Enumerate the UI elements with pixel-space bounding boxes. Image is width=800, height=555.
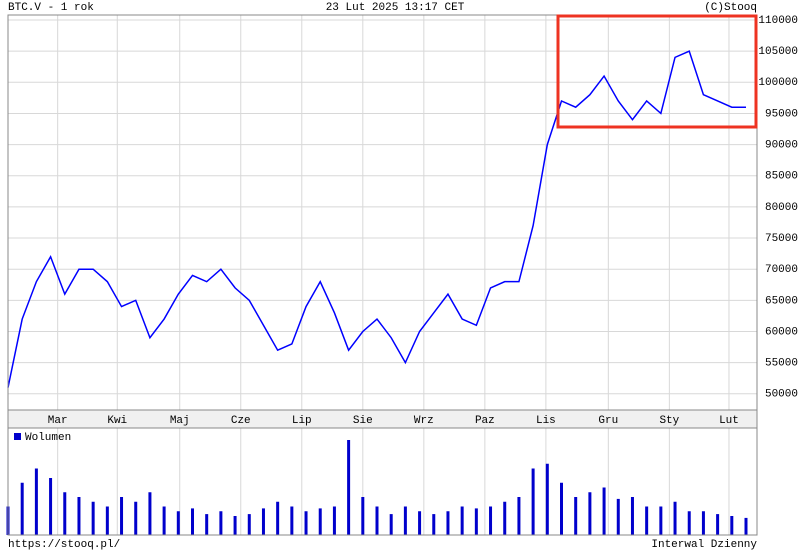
volume-bar [20,482,24,535]
y-tick-label: 70000 [765,264,798,276]
x-tick-label: Paz [475,415,495,427]
volume-bar [687,511,691,535]
x-tick-label: Mar [48,415,68,427]
price-line [7,50,746,388]
volume-bar [673,501,677,535]
x-axis-band [7,409,758,429]
volume-bar [34,468,38,535]
volume-bar [134,501,138,535]
volume-bar [77,497,81,535]
volume-bar [616,498,620,535]
volume-bar [361,497,365,535]
volume-bar [63,492,67,535]
volume-bar [474,508,478,535]
y-tick-label: 55000 [765,358,798,370]
volume-bar [489,506,493,535]
chart-title: BTC.V - 1 rok [8,2,94,14]
volume-bar [347,440,351,535]
volume-bar [588,492,592,535]
volume-bar [233,516,237,535]
volume-bar [560,482,563,535]
volume-bar [261,508,265,535]
chart-subtitle: 23 Lut 2025 13:17 CET [326,2,465,14]
volume-bar [162,506,166,535]
volume-bar [148,492,152,535]
volume-bar [730,516,734,535]
volume-bar [318,508,322,535]
x-tick-label: Cze [231,415,251,427]
volume-bar [659,506,663,535]
y-tick-label: 105000 [758,46,798,58]
volume-bar [120,497,124,535]
volume-bar [602,487,606,535]
volume-legend-swatch [14,433,21,440]
x-tick-label: Gru [598,415,618,427]
y-tick-label: 75000 [765,233,798,245]
volume-bar [716,514,720,535]
x-tick-label: Sty [659,415,679,427]
y-tick-label: 90000 [765,139,798,151]
volume-bar [630,497,634,535]
volume-bar [219,511,223,535]
volume-bar [176,511,180,535]
source: (C)Stooq [704,2,757,14]
marks [6,50,748,535]
volume-bar [191,508,194,535]
volume-bar [446,511,450,535]
y-tick-label: 85000 [765,171,798,183]
volume-bar [105,506,109,535]
volume-bar [91,501,95,535]
volume-bar [503,501,507,535]
highlight-box [556,14,758,129]
volume-bar [432,514,436,535]
volume-bar [403,506,407,535]
volume-bar [531,468,535,535]
y-tick-label: 50000 [765,389,798,401]
x-tick-label: Lut [719,415,739,427]
x-tick-label: Lis [536,415,556,427]
footer-interval: Interwal Dzienny [651,539,757,550]
volume-bar [460,506,464,535]
y-tick-label: 80000 [765,202,798,214]
y-tick-label: 100000 [758,77,798,89]
volume-bar [332,506,336,535]
volume-bar [276,501,280,535]
grid [8,15,757,535]
volume-bar [304,511,308,535]
volume-bar [375,506,379,535]
volume-bar [645,506,649,535]
volume-bar [389,514,393,535]
x-tick-label: Kwi [107,415,127,427]
y-tick-label: 65000 [765,295,798,307]
y-tick-label: 60000 [765,326,798,338]
x-tick-label: Lip [292,415,312,427]
volume-bar [49,478,53,535]
volume-bar [701,511,705,535]
y-tick-label: 95000 [765,108,798,120]
x-tick-label: Wrz [414,415,434,427]
volume-bar [418,511,422,535]
volume-bar [517,497,521,535]
volume-bar [545,463,549,535]
volume-bar [744,517,748,535]
x-tick-label: Sie [353,415,373,427]
y-tick-label: 110000 [758,15,798,27]
volume-legend: Wolumen [25,432,71,444]
volume-bar [205,514,209,535]
volume-bar [290,506,294,535]
volume-bar [574,497,578,535]
volume-bar [247,514,251,535]
footer-link[interactable]: https://stooq.pl/ [8,539,120,551]
x-tick-label: Maj [170,415,190,427]
